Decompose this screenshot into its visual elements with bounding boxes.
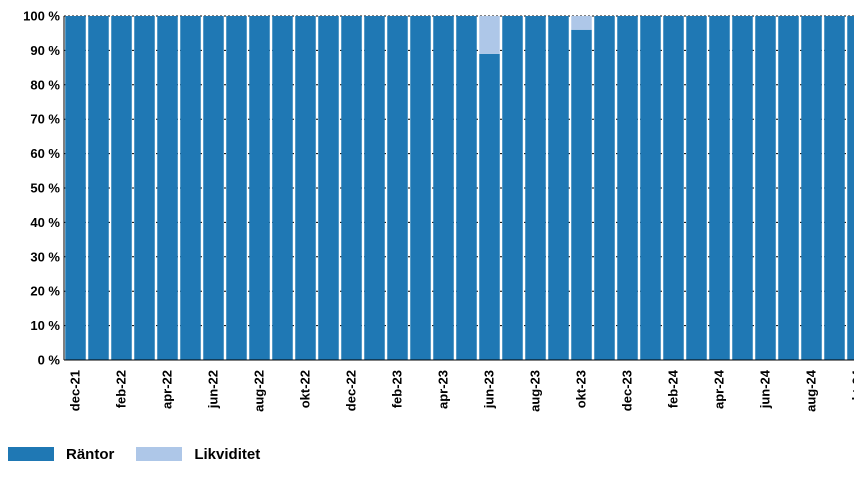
legend-swatch-likviditet <box>136 447 183 461</box>
y-tick-label: 60 % <box>30 146 60 161</box>
stacked-bar-chart: 0 % 10 % 20 % 30 % 40 % 50 % 60 % 70 % 80 % 90 % 1… <box>23 9 854 412</box>
bar-rantor-jul-24 <box>778 16 799 360</box>
legend-label-likviditet: Likviditet <box>194 445 261 463</box>
x-tick-label: jun-23 <box>482 370 497 409</box>
y-tick-label: 70 % <box>30 112 60 127</box>
y-tick-labels: 0 % 10 % 20 % 30 % 40 % 50 % 60 % 70 % 80 % 90 % 1… <box>23 9 60 368</box>
legend-item-likviditet: Likviditet <box>136 446 260 463</box>
bar-rantor-okt-23 <box>571 29 592 360</box>
x-tick-label: feb-24 <box>666 369 681 408</box>
x-tick-label: dec-23 <box>620 370 635 411</box>
bar-rantor-apr-23 <box>433 16 454 360</box>
bar-rantor-aug-23 <box>525 16 546 360</box>
y-tick-label: 40 % <box>30 215 60 230</box>
axes <box>63 16 854 361</box>
x-tick-label: apr-24 <box>712 369 727 409</box>
bar-rantor-jan-24 <box>640 16 661 360</box>
bar-rantor-nov-22 <box>318 16 339 360</box>
bar-rantor-sep-22 <box>272 16 293 360</box>
bar-rantor-dec-22 <box>341 16 362 360</box>
bar-rantor-feb-23 <box>387 16 408 360</box>
bar-rantor-nov-23 <box>594 16 615 360</box>
x-tick-label: aug-22 <box>252 370 267 412</box>
x-tick-label: dec-22 <box>344 370 359 411</box>
x-tick-label: okt-22 <box>298 370 313 408</box>
bar-rantor-okt-24 <box>847 16 854 360</box>
y-tick-label: 50 % <box>30 181 60 196</box>
bar-likviditet-okt-23 <box>571 16 592 30</box>
bar-rantor-aug-22 <box>249 16 270 360</box>
bar-rantor-maj-24 <box>732 16 753 360</box>
y-tick-label: 20 % <box>30 284 60 299</box>
legend-item-rantor: Räntor <box>8 446 114 463</box>
x-tick-label: jun-22 <box>206 370 221 409</box>
x-tick-label: aug-24 <box>804 369 819 412</box>
bar-rantor-mar-24 <box>686 16 707 360</box>
bar-rantor-jun-23 <box>479 53 500 361</box>
x-tick-label: feb-22 <box>114 370 129 408</box>
legend-label-rantor: Räntor <box>66 445 115 463</box>
bar-rantor-jun-22 <box>203 16 224 360</box>
bar-rantor-jul-23 <box>502 16 523 360</box>
legend-swatch-rantor <box>8 447 54 461</box>
bars <box>65 16 854 361</box>
bar-rantor-okt-22 <box>295 16 316 360</box>
bar-rantor-jan-22 <box>88 16 109 360</box>
bar-rantor-feb-24 <box>663 16 684 360</box>
bar-rantor-maj-23 <box>456 16 477 360</box>
y-tick-label: 30 % <box>30 249 60 264</box>
bar-rantor-apr-24 <box>709 16 730 360</box>
x-tick-label: okt-23 <box>574 370 589 408</box>
bar-rantor-aug-24 <box>801 16 822 360</box>
bar-likviditet-jun-23 <box>479 16 500 54</box>
y-tick-label: 90 % <box>30 43 60 58</box>
bar-rantor-jan-23 <box>364 16 385 360</box>
bar-rantor-mar-22 <box>134 16 155 360</box>
bar-rantor-jun-24 <box>755 16 776 360</box>
x-tick-label: dec-21 <box>68 370 83 411</box>
y-tick-label: 80 % <box>30 77 60 92</box>
bar-rantor-sep-23 <box>548 16 569 360</box>
x-tick-label: okt-24 <box>850 369 854 408</box>
bar-rantor-dec-23 <box>617 16 638 360</box>
bar-rantor-dec-21 <box>65 16 86 360</box>
bar-rantor-maj-22 <box>180 16 201 360</box>
legend: Räntor Likviditet <box>8 443 282 465</box>
bar-rantor-apr-22 <box>157 16 178 360</box>
y-tick-label: 10 % <box>30 318 60 333</box>
x-tick-label: jun-24 <box>758 369 773 409</box>
bar-rantor-sep-24 <box>824 16 845 360</box>
x-tick-labels: dec-21 feb-22 apr-22 jun-22 aug-22 okt-22 dec-… <box>68 369 854 412</box>
x-tick-label: aug-23 <box>528 370 543 412</box>
y-tick-label: 0 % <box>38 353 61 368</box>
x-tick-label: feb-23 <box>390 370 405 408</box>
bar-rantor-feb-22 <box>111 16 132 360</box>
x-tick-label: apr-22 <box>160 370 175 409</box>
x-tick-label: apr-23 <box>436 370 451 409</box>
y-tick-label: 100 % <box>23 9 60 24</box>
bar-rantor-mar-23 <box>410 16 431 360</box>
bar-rantor-jul-22 <box>226 16 247 360</box>
